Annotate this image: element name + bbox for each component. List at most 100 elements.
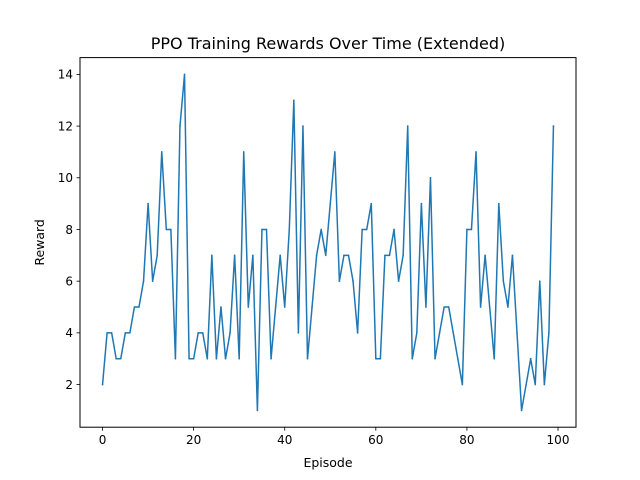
data-point bbox=[466, 228, 468, 231]
data-point bbox=[538, 280, 541, 282]
data-point bbox=[402, 254, 404, 257]
data-point bbox=[438, 332, 441, 334]
plot-frame bbox=[79, 57, 577, 428]
data-point bbox=[147, 202, 149, 205]
data-point bbox=[470, 228, 473, 231]
data-point bbox=[434, 357, 436, 360]
data-point bbox=[525, 383, 527, 386]
data-point bbox=[274, 306, 277, 308]
data-point bbox=[347, 254, 350, 257]
data-point bbox=[443, 306, 445, 308]
data-point bbox=[320, 228, 322, 231]
data-point bbox=[233, 254, 236, 257]
data-point bbox=[142, 280, 145, 282]
data-point bbox=[543, 383, 546, 386]
data-point bbox=[498, 202, 500, 205]
data-point bbox=[283, 306, 286, 308]
data-point bbox=[406, 125, 409, 127]
y-tick-label: 6 bbox=[65, 274, 73, 288]
y-axis-ticks: 2 4 6 8 10 12 14 bbox=[58, 68, 80, 392]
data-point bbox=[197, 332, 199, 334]
x-tick-label: 20 bbox=[186, 433, 201, 447]
data-point bbox=[252, 254, 254, 257]
data-point bbox=[242, 151, 245, 153]
data-point bbox=[338, 280, 341, 282]
data-point bbox=[343, 254, 345, 257]
data-point bbox=[293, 99, 295, 102]
data-point bbox=[129, 332, 131, 334]
data-point bbox=[297, 332, 300, 334]
data-point bbox=[534, 383, 537, 386]
data-point bbox=[110, 332, 113, 334]
data-point bbox=[315, 254, 318, 257]
data-point bbox=[201, 332, 204, 334]
x-tick-label: 100 bbox=[547, 433, 570, 447]
plot-area bbox=[101, 73, 555, 412]
data-point bbox=[493, 357, 496, 360]
data-point bbox=[479, 306, 482, 308]
data-point bbox=[329, 202, 332, 205]
data-point bbox=[416, 332, 418, 334]
data-point bbox=[101, 383, 104, 386]
data-point bbox=[179, 125, 181, 127]
data-point bbox=[370, 202, 373, 205]
data-point bbox=[156, 254, 158, 257]
data-point bbox=[507, 306, 509, 308]
data-point bbox=[516, 332, 518, 334]
data-point bbox=[324, 254, 327, 257]
data-point bbox=[420, 202, 423, 205]
data-point bbox=[552, 125, 555, 127]
data-point bbox=[484, 254, 486, 257]
data-point bbox=[425, 306, 427, 308]
data-point bbox=[302, 125, 304, 127]
data-point bbox=[265, 228, 268, 231]
data-point bbox=[447, 306, 450, 308]
data-point bbox=[238, 357, 240, 360]
data-point bbox=[174, 357, 177, 360]
data-point bbox=[306, 357, 309, 360]
data-point bbox=[256, 409, 259, 412]
data-point bbox=[288, 228, 291, 231]
data-point bbox=[224, 357, 227, 360]
data-point bbox=[520, 409, 523, 412]
data-point bbox=[138, 306, 140, 308]
x-tick-label: 80 bbox=[459, 433, 474, 447]
data-point bbox=[215, 357, 218, 360]
data-point bbox=[334, 151, 336, 153]
y-tick-label: 2 bbox=[65, 378, 73, 392]
data-point bbox=[192, 357, 195, 360]
data-point bbox=[261, 228, 263, 231]
data-point bbox=[375, 357, 377, 360]
x-tick-label: 60 bbox=[368, 433, 383, 447]
data-point bbox=[311, 306, 313, 308]
data-point bbox=[361, 228, 363, 231]
x-axis-label: Episode bbox=[303, 455, 352, 470]
data-point bbox=[211, 254, 213, 257]
data-point bbox=[206, 357, 209, 360]
y-tick-label: 4 bbox=[65, 326, 73, 340]
x-tick-label: 0 bbox=[99, 433, 107, 447]
data-point bbox=[452, 332, 455, 334]
data-point bbox=[160, 151, 163, 153]
x-axis-ticks: 0 20 40 60 80 100 bbox=[99, 427, 570, 447]
data-point bbox=[388, 254, 391, 257]
data-point bbox=[229, 332, 231, 334]
data-point bbox=[457, 357, 459, 360]
data-point bbox=[397, 280, 400, 282]
y-tick-label: 14 bbox=[58, 68, 73, 82]
data-point bbox=[379, 357, 382, 360]
data-point bbox=[411, 357, 414, 360]
data-point bbox=[151, 280, 154, 282]
data-point bbox=[124, 332, 127, 334]
x-tick-label: 40 bbox=[277, 433, 292, 447]
data-point bbox=[270, 357, 272, 360]
data-point bbox=[183, 73, 186, 76]
y-tick-label: 12 bbox=[58, 119, 73, 133]
data-point bbox=[511, 254, 514, 257]
data-point bbox=[384, 254, 386, 257]
data-point bbox=[488, 306, 491, 308]
data-point bbox=[502, 280, 505, 282]
data-point bbox=[529, 357, 532, 360]
data-point bbox=[247, 306, 250, 308]
